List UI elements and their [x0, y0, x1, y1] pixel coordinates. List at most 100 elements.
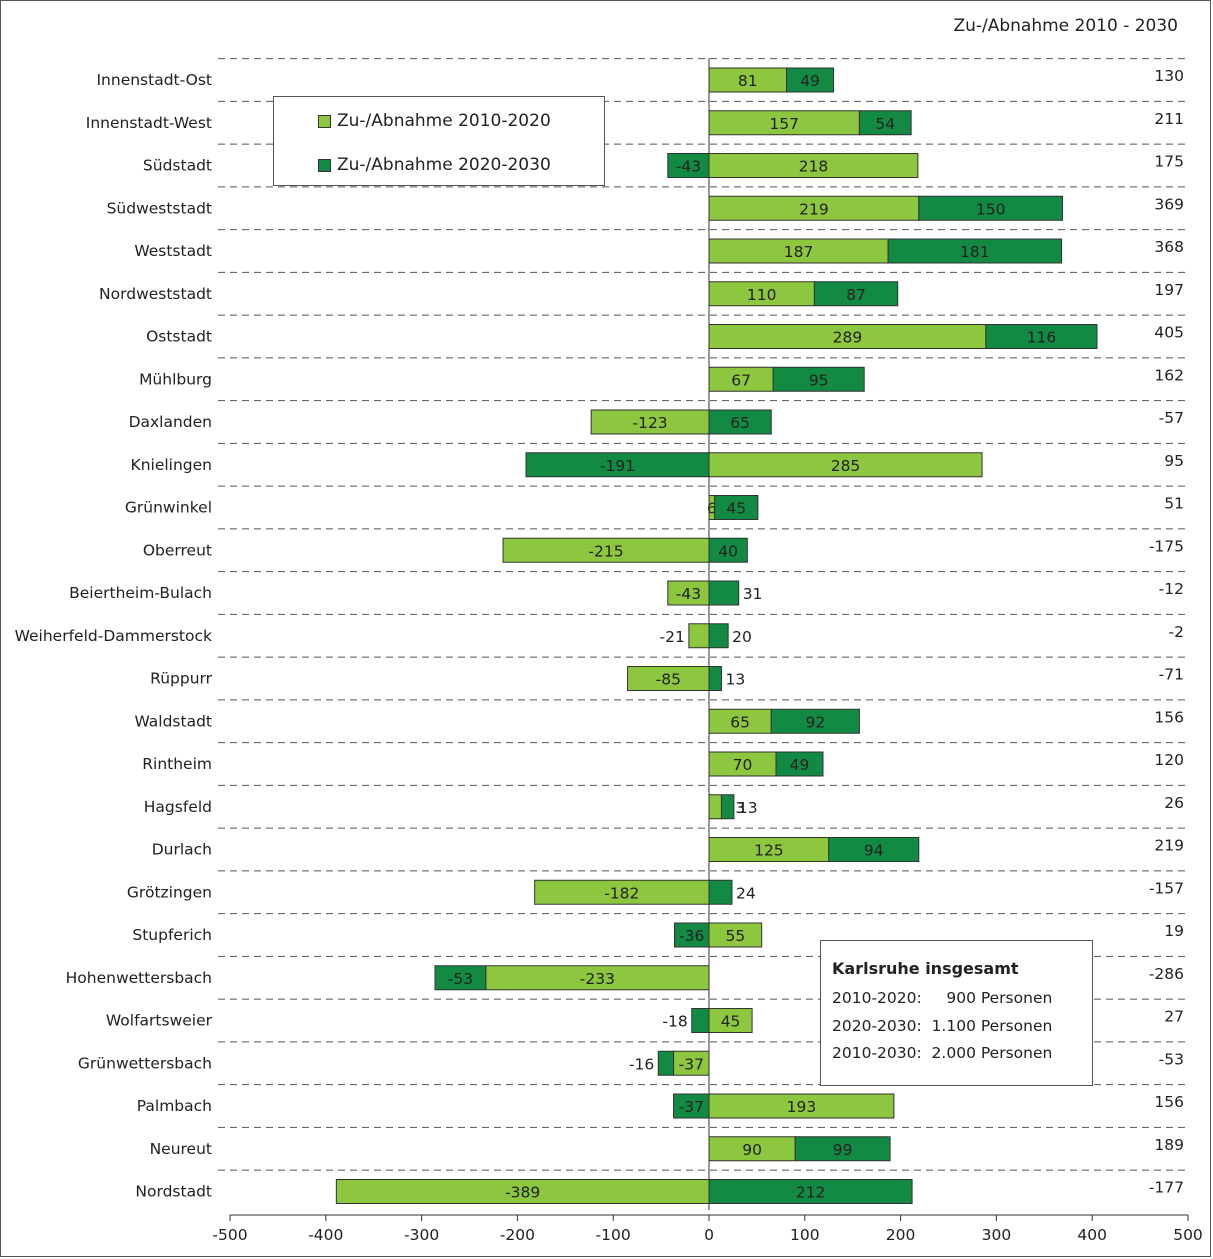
data-label-2020-2030-knielingen: -191 — [600, 457, 635, 475]
x-tick-label: -500 — [212, 1226, 247, 1244]
category-label-beiertheim-bulach: Beiertheim-Bulach — [69, 584, 212, 602]
bar-2020-2030-sudweststadt — [918, 195, 1064, 221]
data-label-2020-2030-sudstadt: -43 — [676, 158, 701, 176]
data-label-2010-2020-oststadt: 289 — [833, 329, 863, 347]
summary-box: Karlsruhe insgesamt 2010-2020: 900 Perso… — [820, 940, 1093, 1086]
total-label-wolfartsweier: 27 — [1164, 1008, 1184, 1026]
data-label-2010-2020-oberreut: -215 — [588, 542, 623, 560]
bar-2020-2030-waldstadt — [770, 708, 860, 734]
total-label-stupferich: 19 — [1164, 922, 1184, 940]
category-label-ruppurr: Rüppurr — [150, 670, 212, 688]
bar-2020-2030-weststadt — [887, 238, 1063, 264]
category-label-grunwinkel: Grünwinkel — [125, 499, 212, 517]
total-label-palmbach: 156 — [1154, 1093, 1184, 1111]
data-label-2010-2020-hohenwettersbach: -233 — [580, 970, 615, 988]
bar-2020-2030-ruppurr — [708, 666, 722, 691]
data-label-2020-2030-waldstadt: 92 — [805, 713, 825, 731]
data-label-2010-2020-innenstadt-ost: 81 — [738, 72, 758, 90]
bar-2020-2030-oberreut — [708, 537, 748, 563]
data-label-2020-2030-sudweststadt: 150 — [976, 200, 1006, 218]
total-label-knielingen: 95 — [1164, 452, 1184, 470]
total-label-durlach: 219 — [1154, 837, 1184, 855]
bar-2020-2030-weiherfeld-dammerstock — [708, 623, 729, 649]
x-tick-label: 300 — [982, 1226, 1012, 1244]
bar-2020-2030-beiertheim-bulach — [708, 580, 740, 606]
data-label-2020-2030-ruppurr: 13 — [725, 671, 745, 689]
bar-2020-2030-rintheim — [775, 751, 824, 777]
bar-2020-2030-neureut — [794, 1136, 891, 1162]
category-label-oststadt: Oststadt — [146, 328, 212, 346]
total-label-hagsfeld: 26 — [1164, 794, 1184, 812]
category-label-waldstadt: Waldstadt — [134, 712, 212, 730]
category-label-nordweststadt: Nordweststadt — [99, 285, 212, 303]
bar-2010-2020-grotzingen — [534, 879, 710, 905]
total-label-nordstadt: -177 — [1149, 1179, 1184, 1197]
x-tick-label: 400 — [1077, 1226, 1107, 1244]
bar-2020-2030-grotzingen — [708, 879, 733, 905]
x-tick-label: 0 — [704, 1226, 714, 1244]
total-label-waldstadt: 156 — [1154, 708, 1184, 726]
bar-2020-2030-nordstadt — [708, 1179, 913, 1204]
bar-2020-2030-wolfartsweier — [691, 1008, 710, 1033]
bar-2010-2020-sudstadt — [708, 153, 919, 178]
category-label-sudweststadt: Südweststadt — [107, 199, 212, 217]
bar-2020-2030-hagsfeld — [720, 794, 735, 820]
total-label-neureut: 189 — [1154, 1136, 1184, 1154]
bar-2020-2030-grunwinkel — [714, 495, 759, 520]
category-label-daxlanden: Daxlanden — [129, 413, 212, 431]
category-label-weststadt: Weststadt — [134, 242, 212, 260]
data-label-2020-2030-rintheim: 49 — [790, 756, 810, 774]
data-label-2010-2020-weststadt: 187 — [784, 243, 814, 261]
data-label-2020-2030-weststadt: 181 — [960, 243, 990, 261]
x-tick-label: -200 — [500, 1226, 535, 1244]
data-label-2020-2030-muhlburg: 95 — [809, 371, 829, 389]
bar-2010-2020-durlach — [708, 837, 830, 862]
bar-2020-2030-durlach — [828, 837, 920, 862]
x-tick-label: 200 — [886, 1226, 916, 1244]
bar-2010-2020-rintheim — [708, 751, 777, 777]
data-label-2010-2020-grunwettersbach: -37 — [679, 1055, 704, 1073]
total-label-beiertheim-bulach: -12 — [1159, 580, 1184, 598]
legend: Zu-/Abnahme 2010-2020 Zu-/Abnahme 2020-2… — [273, 96, 605, 186]
total-label-innenstadt-ost: 130 — [1154, 67, 1184, 85]
bar-2010-2020-nordstadt — [335, 1179, 710, 1204]
category-label-durlach: Durlach — [152, 841, 212, 859]
category-label-neureut: Neureut — [150, 1140, 212, 1158]
category-label-weiherfeld-dammerstock: Weiherfeld-Dammerstock — [15, 627, 212, 645]
data-label-2020-2030-daxlanden: 65 — [730, 414, 750, 432]
data-label-2020-2030-wolfartsweier: -18 — [662, 1013, 687, 1031]
category-label-grunwettersbach: Grünwettersbach — [78, 1054, 212, 1072]
data-label-2010-2020-weiherfeld-dammerstock: -21 — [660, 628, 685, 646]
bar-2010-2020-ruppurr — [627, 666, 710, 691]
data-label-2010-2020-wolfartsweier: 45 — [721, 1013, 741, 1031]
data-label-2010-2020-rintheim: 70 — [733, 756, 753, 774]
data-label-2010-2020-neureut: 90 — [742, 1141, 762, 1159]
data-label-2010-2020-stupferich: 55 — [725, 927, 745, 945]
data-label-2020-2030-palmbach: -37 — [679, 1098, 704, 1116]
category-label-nordstadt: Nordstadt — [135, 1183, 212, 1201]
x-tick-label: -400 — [308, 1226, 343, 1244]
data-label-2020-2030-stupferich: -36 — [679, 927, 704, 945]
total-label-grunwettersbach: -53 — [1159, 1050, 1184, 1068]
total-label-ruppurr: -71 — [1159, 666, 1184, 684]
total-label-sudstadt: 175 — [1154, 153, 1184, 171]
bar-2020-2030-oststadt — [985, 324, 1098, 349]
data-label-2020-2030-hohenwettersbach: -53 — [448, 970, 473, 988]
data-label-2020-2030-hagsfeld: 13 — [738, 799, 758, 817]
legend-item-2010-2020: Zu-/Abnahme 2010-2020 — [318, 110, 551, 132]
data-label-2010-2020-muhlburg: 67 — [731, 371, 751, 389]
bar-2010-2020-oberreut — [502, 537, 710, 563]
total-label-daxlanden: -57 — [1159, 409, 1184, 427]
x-tick-label: 100 — [790, 1226, 820, 1244]
total-label-oststadt: 405 — [1154, 324, 1184, 342]
bar-2020-2030-nordweststadt — [813, 281, 899, 307]
data-label-2010-2020-sudweststadt: 219 — [799, 200, 829, 218]
category-label-innenstadt-west: Innenstadt-West — [86, 114, 212, 132]
total-label-grotzingen: -157 — [1149, 879, 1184, 897]
data-label-2010-2020-daxlanden: -123 — [632, 414, 667, 432]
category-label-sudstadt: Südstadt — [143, 157, 212, 175]
total-label-rintheim: 120 — [1154, 751, 1184, 769]
bar-2010-2020-palmbach — [708, 1093, 895, 1119]
